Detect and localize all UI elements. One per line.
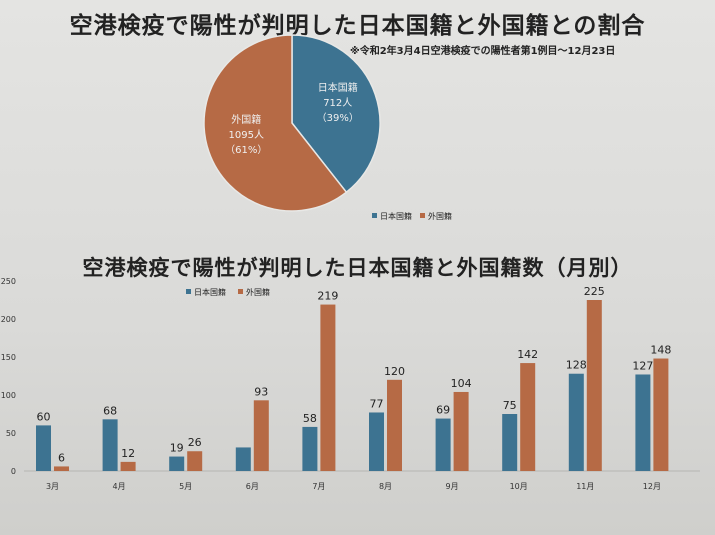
- bar-legend-swatch: [186, 289, 191, 294]
- pie-slice-label: 712人: [323, 97, 352, 109]
- bar-data-label: 104: [451, 377, 472, 390]
- x-tick-label: 3月: [46, 482, 59, 491]
- bar-data-label: 69: [436, 404, 450, 417]
- x-tick-label: 4月: [113, 482, 126, 491]
- y-tick-label: 250: [1, 277, 16, 286]
- bar-data-label: 219: [317, 290, 338, 303]
- x-tick-label: 6月: [246, 482, 259, 491]
- bar-japanese: [502, 414, 518, 471]
- y-tick-label: 50: [6, 429, 16, 438]
- y-tick-label: 100: [1, 391, 16, 400]
- bar-data-label: 148: [650, 344, 671, 357]
- pie-slice-label: （39%）: [317, 112, 359, 124]
- bar-data-label: 77: [370, 397, 384, 410]
- bar-legend-swatch: [238, 289, 243, 294]
- x-tick-label: 11月: [576, 482, 594, 491]
- bar-data-label: 58: [303, 412, 317, 425]
- bar-japanese: [369, 412, 384, 471]
- bar-foreign: [653, 358, 669, 471]
- pie-legend-swatch: [420, 213, 425, 218]
- bar-legend-label: 日本国籍: [194, 287, 226, 297]
- pie-slice-label: （61%）: [225, 144, 267, 156]
- bar-japanese: [568, 373, 584, 471]
- period-note: ※令和2年3月4日空港検疫での陽性者第1例目～12月23日: [350, 46, 616, 57]
- bar-japanese: [435, 418, 451, 471]
- bar-japanese: [36, 425, 51, 471]
- bar-japanese: [235, 447, 251, 471]
- bar-data-label: 75: [503, 399, 517, 412]
- x-tick-label: 5月: [179, 482, 192, 491]
- bar-japanese: [302, 426, 318, 471]
- x-tick-label: 8月: [379, 482, 392, 491]
- pie-slice-foreign: [203, 34, 348, 212]
- pie-legend-label: 日本国籍: [380, 211, 412, 221]
- pie-legend-swatch: [372, 213, 377, 218]
- bar-data-label: 225: [584, 285, 605, 298]
- bar-foreign: [54, 466, 69, 471]
- bar-japanese: [102, 419, 118, 471]
- bar-data-label: 128: [566, 359, 587, 372]
- bar-foreign: [187, 451, 203, 471]
- bar-foreign: [387, 379, 402, 471]
- y-tick-label: 150: [1, 353, 16, 362]
- bar-foreign: [253, 400, 269, 471]
- pie-slice-label: 1095人: [229, 129, 264, 141]
- bar-data-label: 6: [58, 451, 65, 464]
- x-tick-label: 7月: [312, 482, 325, 491]
- bar-data-label: 68: [103, 404, 117, 417]
- bar-chart-title: 空港検疫で陽性が判明した日本国籍と外国籍数（月別）: [82, 256, 633, 280]
- bar-japanese: [169, 456, 185, 471]
- bar-foreign: [120, 461, 136, 471]
- pie-slice-label: 日本国籍: [318, 81, 358, 94]
- bar-data-label: 120: [384, 365, 405, 378]
- x-tick-label: 12月: [643, 482, 661, 491]
- bar-japanese: [635, 374, 651, 471]
- pie-slice-label: 外国籍: [231, 113, 261, 126]
- pie-legend-label: 外国籍: [428, 211, 452, 221]
- bar-legend-label: 外国籍: [246, 287, 270, 297]
- bar-foreign: [520, 363, 536, 471]
- bar-foreign: [320, 304, 336, 471]
- y-tick-label: 200: [1, 315, 16, 324]
- y-tick-label: 0: [11, 467, 16, 476]
- bar-data-label: 127: [632, 359, 653, 372]
- bar-data-label: 60: [37, 410, 51, 423]
- bar-data-label: 142: [517, 348, 538, 361]
- x-tick-label: 10月: [510, 482, 528, 491]
- bar-data-label: 12: [121, 447, 135, 460]
- pie-chart-title: 空港検疫で陽性が判明した日本国籍と外国籍との割合: [69, 13, 646, 39]
- bar-data-label: 93: [254, 385, 268, 398]
- bar-data-label: 19: [170, 442, 184, 455]
- bar-foreign: [453, 391, 469, 471]
- x-tick-label: 9月: [446, 482, 459, 491]
- bar-foreign: [586, 300, 602, 471]
- pie-slice-japanese: [291, 34, 381, 194]
- bar-data-label: 26: [188, 436, 202, 449]
